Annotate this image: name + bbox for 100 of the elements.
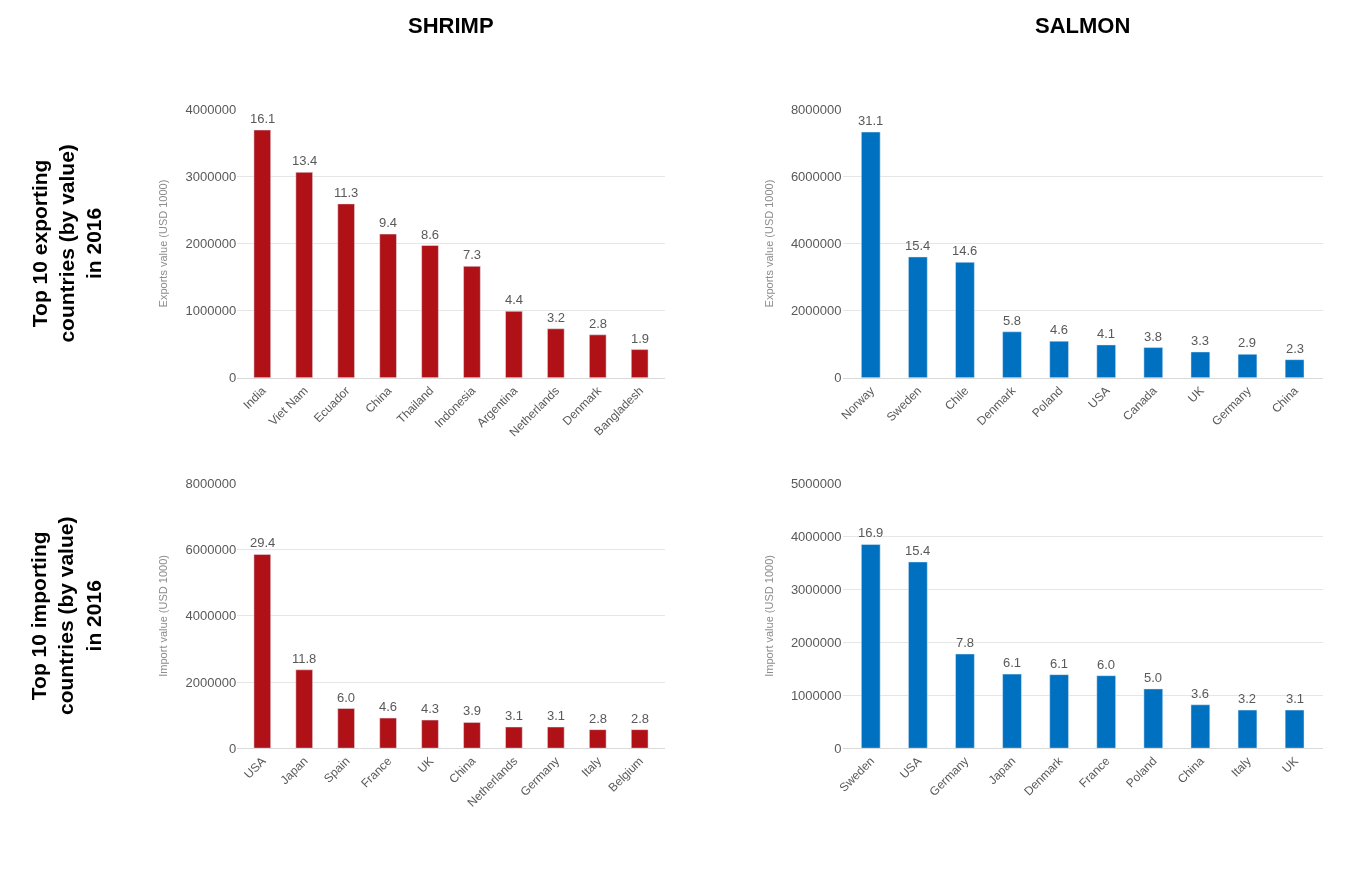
x-tick-label: USA [241,754,269,782]
bar [908,561,928,749]
annotation: 7.3 [463,247,482,262]
bar [337,203,355,378]
y-tick-label: 8000000 [790,101,842,117]
y-tick-label: 0 [228,370,237,386]
annotation: 3.1 [505,708,524,723]
y-tick-label: 4000000 [790,529,842,545]
y-tick-label: 5000000 [790,476,842,492]
annotation: 4.6 [379,699,398,714]
x-tick-label: USA [1085,383,1113,412]
annotation: 7.8 [956,635,975,650]
x-tick-label: UK [1279,754,1301,776]
annotation: 5.8 [1003,313,1022,328]
annotation: 15.4 [905,238,931,253]
annotation: 2.8 [631,711,650,726]
annotation: 15.4 [905,543,931,558]
y-axis-title: Import value (USD 1000) [157,555,170,677]
y-tick-label: 0 [834,370,842,386]
chart-title: SHRIMP [408,13,494,38]
annotation: 3.1 [1286,691,1305,706]
bar [1190,351,1211,378]
bar [421,245,439,378]
bar [547,726,565,749]
annotation: 2.3 [1286,341,1305,356]
annotation: 29.4 [250,535,276,550]
y-tick-label: 3000000 [185,168,237,184]
y-tick-label: 6000000 [185,542,237,558]
annotation: 1.9 [631,331,650,346]
annotation: 3.6 [1191,686,1210,701]
bar [908,256,928,378]
annotation: 16.9 [858,525,884,540]
y-tick-label: 0 [228,740,237,756]
bar [1284,359,1305,378]
x-tick-label: Italy [1228,754,1254,780]
annotation: 5.0 [1144,670,1163,685]
annotation: 11.3 [334,185,359,200]
y-tick-label: 1000000 [790,687,842,703]
y-tick-label: 3000000 [790,582,842,597]
bar [1237,709,1258,749]
annotation: 2.8 [589,316,608,331]
x-tick-label: USA [896,754,925,782]
bar [1096,675,1116,749]
bar [1049,340,1069,378]
annotation: 6.1 [1050,656,1069,671]
bar [547,328,565,378]
bar [589,334,607,378]
annotation: 2.9 [1238,335,1257,350]
bar [463,266,481,378]
annotation: 3.3 [1191,333,1210,348]
annotation: 13.4 [292,153,318,168]
chart-title: SALMON [1035,13,1131,38]
bar [379,717,397,749]
y-tick-label: 4000000 [185,101,237,117]
bar [861,544,881,749]
bar [295,669,313,749]
bar [1284,709,1305,749]
bar [295,172,313,378]
x-tick-label: UK [1185,383,1207,406]
annotation: 3.2 [547,310,566,325]
text: Top 10 importing countries (by value) in 2016 [27,516,105,715]
bar [955,262,975,378]
bar [861,131,881,378]
annotation: 3.8 [1144,329,1163,344]
bar [379,233,397,378]
bar [337,708,355,749]
y-axis-title: Exports value (USD 1000) [157,179,170,308]
y-axis-title: Exports value (USD 1000) [762,179,775,308]
annotation: 11.8 [292,651,317,666]
annotation: 3.2 [1238,691,1257,706]
annotation: 6.0 [337,690,356,705]
bar [1143,688,1163,749]
bar [1002,673,1022,749]
y-tick-label: 4000000 [790,236,842,252]
bar [253,129,271,378]
bar [631,729,649,749]
annotation: 4.3 [421,701,440,716]
bar [253,554,271,749]
annotation: 4.6 [1050,322,1069,337]
annotation: 16.1 [250,111,276,126]
bar [505,726,523,749]
annotation: 4.1 [1097,326,1116,341]
y-axis-title: Import value (USD 1000) [762,555,775,677]
y-tick-label: 8000000 [185,476,237,492]
x-tick-label: UK [414,754,437,776]
annotation: 31.1 [858,113,884,128]
text: Top 10 exporting countries (by value) in 2016 [27,144,106,343]
bar [1096,344,1116,378]
bar [955,653,975,749]
bar [421,719,439,749]
y-tick-label: 6000000 [790,168,842,184]
bar [1049,674,1069,749]
x-tick-label: Italy [578,754,605,780]
annotation: 2.8 [589,711,608,726]
annotation: 6.1 [1003,655,1022,670]
y-tick-label: 4000000 [185,608,237,624]
y-tick-label: 0 [834,740,842,756]
y-tick-label: 1000000 [185,303,237,319]
annotation: 4.4 [505,292,524,307]
y-tick-label: 2000000 [185,236,237,252]
